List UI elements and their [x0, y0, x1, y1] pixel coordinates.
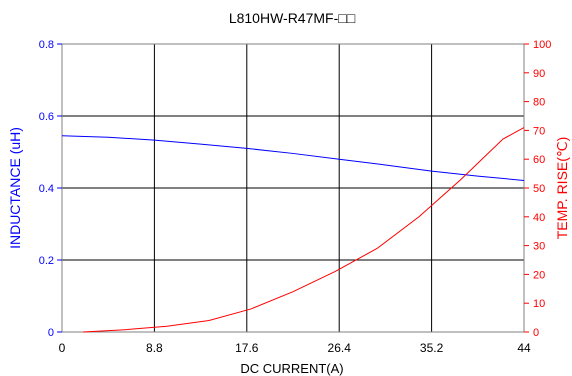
y-axis-left-label: INDUCTANCE (uH) — [7, 127, 23, 249]
y-right-tick-label: 0 — [533, 327, 539, 339]
inductance-series-line — [61, 135, 525, 181]
x-tick-label: 35.2 — [420, 341, 444, 355]
y-right-tick-label: 10 — [533, 298, 545, 310]
x-tick-label: 26.4 — [328, 341, 352, 355]
series-group — [61, 127, 525, 333]
y-left-tick-label: 0.2 — [39, 255, 54, 267]
y-left-tick-label: 0.4 — [39, 183, 54, 195]
y-axis-right-label: TEMP. RISE(℃) — [554, 137, 570, 240]
y-right-tick-label: 40 — [533, 212, 545, 224]
x-tick-label: 44 — [517, 341, 531, 355]
y-right-tick-label: 30 — [533, 241, 545, 253]
x-tick-label: 8.8 — [146, 341, 163, 355]
y-right-tick-label: 100 — [533, 39, 551, 51]
y-right-tick-label: 60 — [533, 154, 545, 166]
y-left-tick-label: 0 — [48, 327, 54, 339]
x-tick-label: 0 — [59, 341, 66, 355]
y-right-tick-label: 70 — [533, 125, 545, 137]
y-right-tick-label: 50 — [533, 183, 545, 195]
grid — [62, 44, 524, 332]
y-right-tick-label: 80 — [533, 97, 545, 109]
x-axis-label: DC CURRENT(A) — [240, 361, 343, 376]
ticks: 0 8.8 17.6 26.4 35.2 4400.20.40.60.8010203040… — [39, 39, 552, 355]
temp-rise-series-line — [82, 127, 525, 333]
chart-title: L810HW-R47MF-□□ — [229, 10, 356, 26]
x-tick-label: 17.6 — [235, 341, 259, 355]
y-left-tick-label: 0.8 — [39, 39, 54, 51]
y-right-tick-label: 20 — [533, 269, 545, 281]
y-right-tick-label: 90 — [533, 68, 545, 80]
y-left-tick-label: 0.6 — [39, 111, 54, 123]
